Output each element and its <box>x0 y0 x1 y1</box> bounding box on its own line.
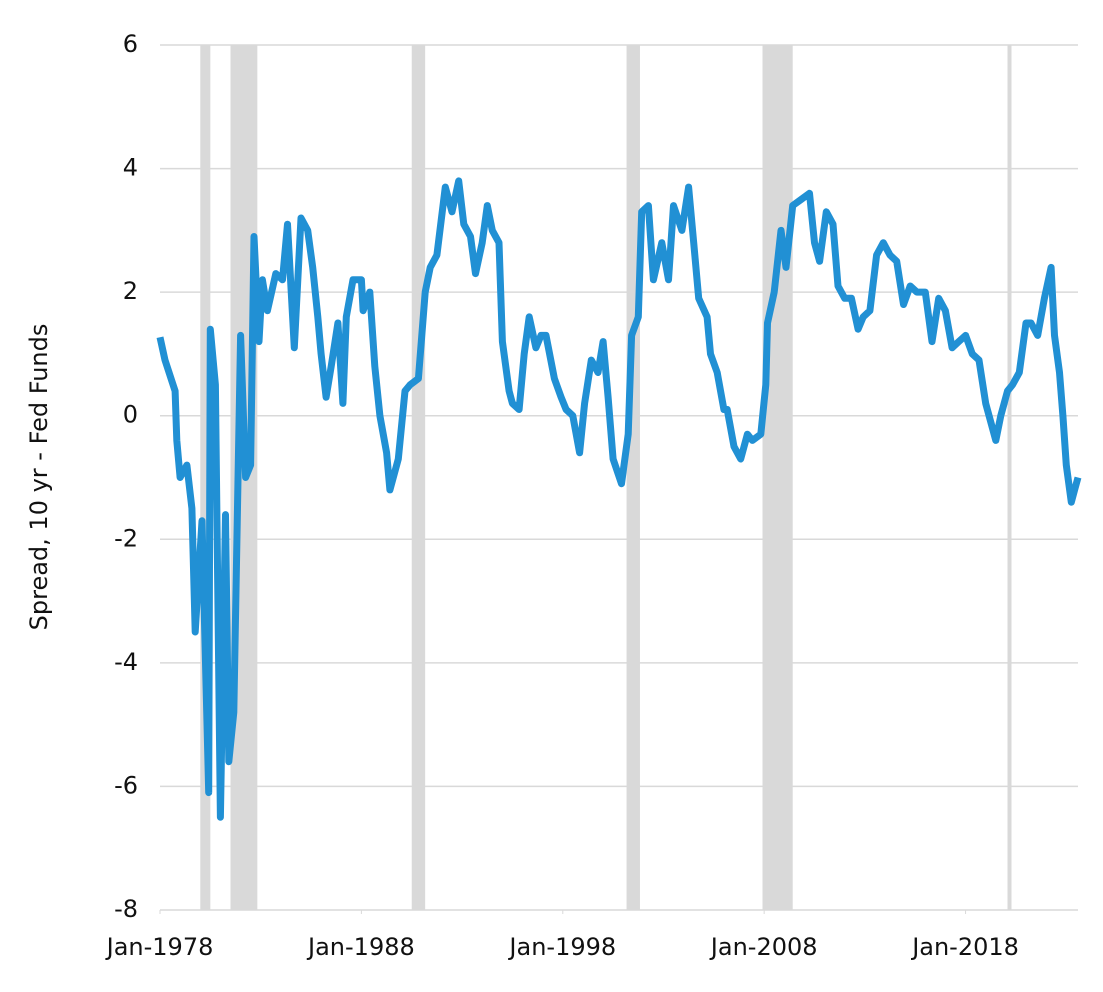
y-tick-label: -4 <box>114 648 138 676</box>
y-tick-label: 2 <box>123 277 138 305</box>
y-tick-label: -6 <box>114 771 138 799</box>
y-tick-label: 4 <box>123 154 138 182</box>
x-tick-label: Jan-1978 <box>105 933 214 961</box>
y-axis-title: Spread, 10 yr - Fed Funds <box>25 324 53 631</box>
y-tick-label: -8 <box>114 895 138 923</box>
recession-band <box>200 45 211 910</box>
recession-band <box>762 45 793 910</box>
recession-band <box>411 45 426 910</box>
data-line <box>156 177 1082 821</box>
y-tick-label: 6 <box>123 30 138 58</box>
x-tick-label: Jan-1988 <box>306 933 415 961</box>
x-tick-label: Jan-2008 <box>709 933 818 961</box>
x-tick-label: Jan-2018 <box>910 933 1019 961</box>
x-tick-label: Jan-1998 <box>507 933 616 961</box>
y-tick-label: -2 <box>114 524 138 552</box>
y-tick-label: 0 <box>123 401 138 429</box>
recession-band <box>626 45 640 910</box>
recession-band <box>1007 45 1012 910</box>
